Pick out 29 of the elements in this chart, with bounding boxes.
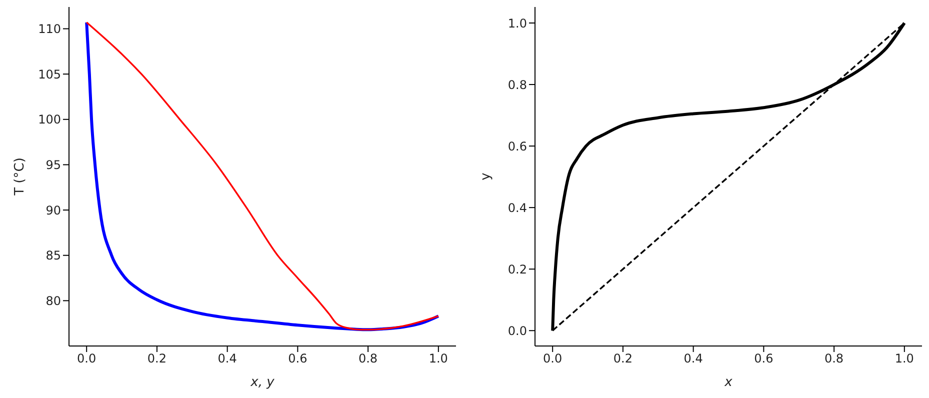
x-axis-title: x bbox=[724, 375, 733, 390]
x-tick-label: 0.2 bbox=[613, 352, 632, 366]
y-axis-title: T (°C) bbox=[12, 158, 28, 196]
x-tick-label: 0.4 bbox=[684, 352, 703, 366]
x-tick-label: 0.8 bbox=[358, 352, 378, 366]
y-tick-label: 110 bbox=[38, 22, 61, 36]
x-tick-label: 0.0 bbox=[543, 352, 562, 366]
x-tick-label: 1.0 bbox=[428, 352, 448, 366]
y-tick-label: 105 bbox=[38, 67, 61, 82]
x-tick-label: 0.8 bbox=[824, 352, 844, 366]
y-tick-label: 0.6 bbox=[508, 139, 527, 154]
y-tick-label: 95 bbox=[46, 158, 61, 172]
x-axis-title: x, y bbox=[250, 375, 275, 390]
y-tick-label: 100 bbox=[38, 112, 61, 127]
x-tick-label: 0.0 bbox=[77, 352, 96, 366]
x-tick-label: 0.2 bbox=[147, 352, 166, 366]
y-tick-label: 90 bbox=[46, 203, 61, 218]
x-tick-label: 1.0 bbox=[894, 352, 914, 366]
y-tick-label: 80 bbox=[46, 294, 61, 308]
y-tick-label: 0.8 bbox=[508, 78, 527, 92]
y-tick-label: 0.0 bbox=[508, 324, 527, 338]
y-tick-label: 1.0 bbox=[508, 16, 527, 30]
y-axis-title: y bbox=[478, 172, 494, 180]
y-tick-label: 85 bbox=[46, 248, 61, 263]
y-tick-label: 0.2 bbox=[508, 262, 527, 276]
x-tick-label: 0.4 bbox=[218, 352, 237, 366]
y-tick-label: 0.4 bbox=[508, 200, 527, 215]
x-tick-label: 0.6 bbox=[288, 352, 308, 366]
x-tick-label: 0.6 bbox=[754, 352, 774, 366]
